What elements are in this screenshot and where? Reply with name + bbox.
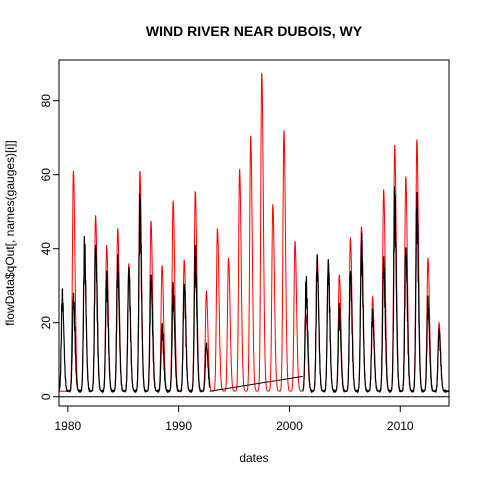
x-axis: 1980 1990 2000 2010 bbox=[55, 405, 414, 433]
series-red bbox=[59, 72, 449, 392]
chart-title: WIND RIVER NEAR DUBOIS, WY bbox=[146, 23, 363, 39]
series-black-line bbox=[58, 186, 450, 394]
y-tick-label: 0 bbox=[39, 393, 53, 400]
series-black bbox=[58, 186, 450, 394]
y-tick-label: 40 bbox=[39, 242, 53, 256]
y-tick-label: 60 bbox=[39, 168, 53, 182]
y-tick-label: 20 bbox=[39, 316, 53, 330]
series-black-line-gap-connector bbox=[209, 375, 303, 392]
x-tick-label: 1980 bbox=[55, 419, 82, 433]
series-red-line bbox=[59, 72, 449, 392]
x-tick-label: 2000 bbox=[276, 419, 303, 433]
y-axis: 0 20 40 60 80 bbox=[39, 94, 60, 400]
y-axis-label: flowData$qOut[, names(gauges)[i]] bbox=[3, 140, 17, 325]
x-tick-label: 1990 bbox=[165, 419, 192, 433]
x-axis-label: dates bbox=[239, 451, 268, 465]
x-tick-label: 2010 bbox=[387, 419, 414, 433]
y-tick-label: 80 bbox=[39, 94, 53, 108]
